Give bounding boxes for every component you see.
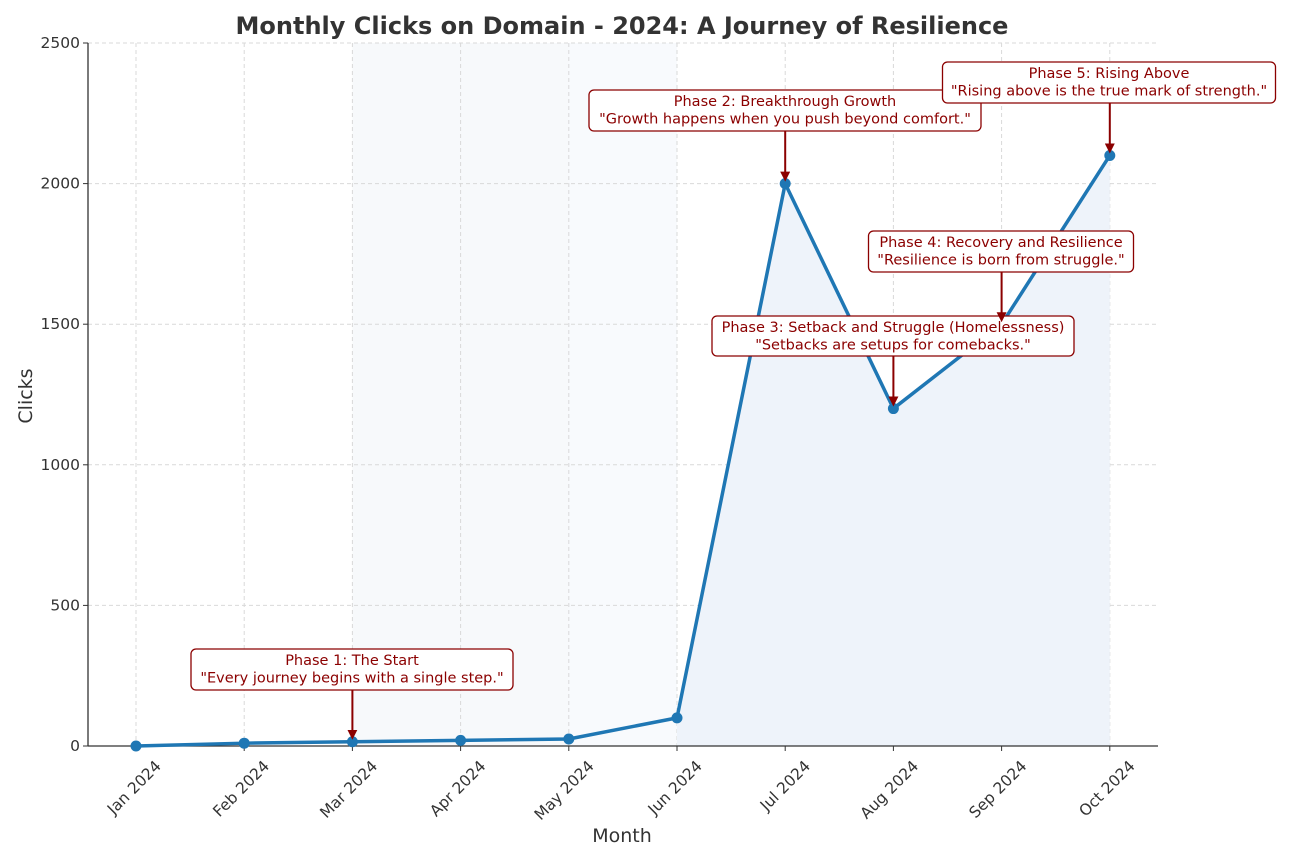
annotation-quote: "Growth happens when you push beyond com… [599,112,971,128]
series-line-path [135,154,1112,748]
annotation-phase-title: Phase 2: Breakthrough Growth [674,94,896,110]
y-tick-label: 1000 [41,456,80,474]
data-point [779,178,791,190]
area-fill [677,155,1110,747]
y-tick-label: 500 [50,596,80,614]
annotation-4: Phase 4: Recovery and Resilience "Resilie… [867,230,1135,323]
phase-band-2 [568,43,677,746]
x-tick-label: Jun 2024 [644,757,706,819]
annotation-quote: "Setbacks are setups for comebacks." [755,338,1031,354]
x-tick-label: Apr 2024 [426,757,489,820]
annotation-box [711,315,1075,357]
annotation-1: Phase 1: The Start "Every journey begins … [190,648,514,740]
y-tick-label: 0 [70,737,80,755]
data-point [563,733,575,745]
annotation-box [941,61,1277,104]
annotation-box [190,648,514,691]
annotation-phase-title: Phase 3: Setback and Struggle (Homelessn… [722,320,1065,336]
annotation-box [867,230,1135,273]
annotation-quote: "Resilience is born from struggle." [877,253,1124,269]
data-point [455,734,467,746]
annotation-quote: "Rising above is the true mark of streng… [951,84,1267,100]
y-tick-label: 1500 [41,315,80,333]
annotation-phase-title: Phase 4: Recovery and Resilience [879,235,1122,251]
x-tick-label: Sep 2024 [966,757,1031,822]
phase-background-bands [352,43,677,746]
y-axis-label: Clicks [15,368,37,423]
annotation-3: Phase 3: Setback and Struggle (Homelessn… [711,315,1075,407]
x-tick-label: Mar 2024 [316,757,381,822]
annotation-phase-title: Phase 1: The Start [285,653,419,669]
chart-title: Monthly Clicks on Domain - 2024: A Journ… [236,12,1009,40]
annotation-quote: "Every journey begins with a single step… [200,671,503,687]
data-point [238,737,250,749]
annotation-box [588,89,982,132]
annotation-phase-title: Phase 5: Rising Above [1029,66,1190,82]
area-under-line [677,155,1110,747]
x-axis-label: Month [592,825,652,847]
data-point [671,712,683,724]
data-point [1104,149,1116,161]
x-tick-label: Oct 2024 [1076,757,1139,820]
y-tick-label: 2500 [41,34,80,52]
x-tick-label: Jan 2024 [103,757,165,819]
x-tick-label: Jul 2024 [756,757,814,815]
data-point [346,736,358,748]
data-point [887,403,899,415]
x-tick-label: Aug 2024 [857,757,923,823]
annotation-5: Phase 5: Rising Above "Rising above is th… [941,61,1277,154]
data-point [130,740,142,752]
annotations: Phase 1: The Start "Every journey begins … [190,61,1277,740]
y-tick-label: 2000 [41,175,80,193]
x-tick-label: May 2024 [531,757,598,824]
annotation-2: Phase 2: Breakthrough Growth "Growth happ… [588,89,982,182]
x-tick-label: Feb 2024 [210,757,274,821]
